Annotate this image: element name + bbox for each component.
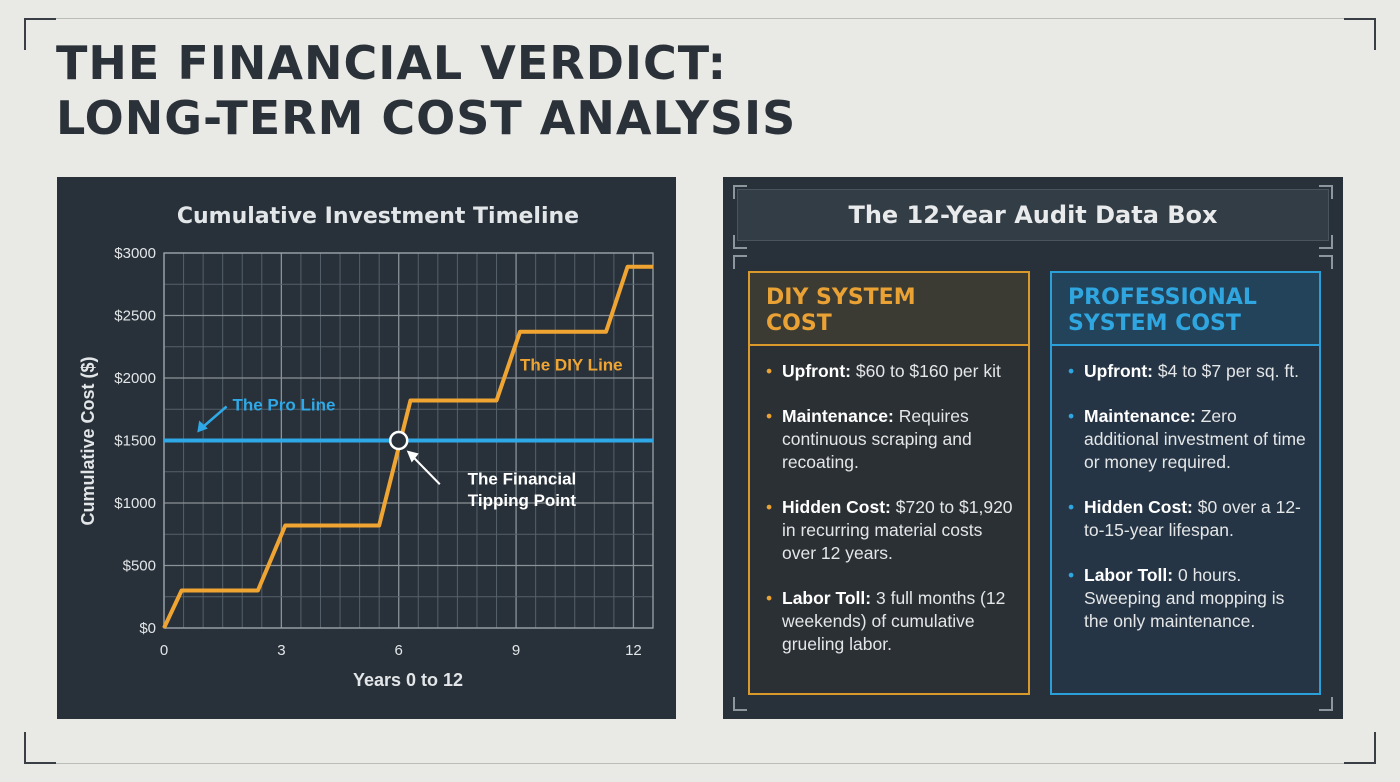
audit-panel: The 12-Year Audit Data Box DIY SYSTEM CO… — [723, 177, 1343, 719]
cost-chart: Cumulative Investment Timeline $0 $500 $10… — [78, 204, 654, 690]
pro-card-title-line-1: PROFESSIONAL — [1068, 285, 1257, 310]
audit-bracket-lower-bl — [733, 697, 747, 711]
pro-card-title-line-2: SYSTEM COST — [1068, 311, 1241, 336]
list-item: • Labor Toll: 0 hours. Sweeping and moppi… — [1068, 564, 1309, 633]
list-item: • Maintenance: Zero additional investment… — [1068, 405, 1309, 474]
list-item: • Labor Toll: 3 full months (12 weekends)… — [766, 587, 1018, 656]
y-axis-label: Cumulative Cost ($) — [78, 356, 98, 525]
y-tick-label: $1000 — [114, 495, 156, 512]
bullet-icon: • — [766, 588, 773, 608]
page-title: THE FINANCIAL VERDICT: LONG-TERM COST AN… — [56, 36, 796, 146]
list-item: • Hidden Cost: $0 over a 12-to-15-year li… — [1068, 496, 1309, 542]
bullet-icon: • — [1068, 361, 1075, 381]
audit-bracket-bl — [733, 235, 747, 249]
audit-header: The 12-Year Audit Data Box — [737, 189, 1329, 241]
tipping-point-marker — [388, 430, 409, 451]
diy-cost-card: DIY SYSTEM COST • Upfront: $60 to $160 pe… — [748, 271, 1030, 695]
item-label: Hidden Cost: — [1084, 497, 1193, 517]
page-title-line-2: LONG-TERM COST ANALYSIS — [56, 91, 797, 145]
y-tick-label: $3000 — [114, 245, 156, 262]
audit-bracket-lower-br — [1319, 697, 1333, 711]
item-text: $4 to $7 per sq. ft. — [1157, 361, 1299, 381]
x-tick-label: 9 — [512, 642, 520, 659]
item-label: Hidden Cost: — [782, 497, 891, 517]
bullet-icon: • — [1068, 497, 1075, 517]
diy-cost-list: • Upfront: $60 to $160 per kit • Maintenan… — [750, 346, 1028, 656]
diy-card-title: DIY SYSTEM COST — [750, 273, 1028, 346]
audit-bracket-tr — [1319, 185, 1333, 199]
item-label: Labor Toll: — [782, 588, 872, 608]
item-label: Upfront: — [1084, 361, 1154, 381]
x-tick-label: 3 — [277, 642, 285, 659]
item-text: 0 hours. Sweeping and mopping is the onl… — [1084, 565, 1285, 631]
frame-line-bottom — [54, 763, 1346, 764]
chart-annotations: The Pro Line The DIY Line The Financial Tip… — [197, 356, 623, 510]
x-tick-label: 6 — [395, 642, 403, 659]
pro-line-label: The Pro Line — [232, 396, 335, 415]
item-text: $60 to $160 per kit — [855, 361, 1001, 381]
chart-title: Cumulative Investment Timeline — [177, 204, 579, 229]
y-tick-label: $0 — [139, 620, 156, 637]
bullet-icon: • — [1068, 406, 1075, 426]
diy-card-title-line-1: DIY SYSTEM — [766, 285, 916, 310]
pro-cost-card: PROFESSIONAL SYSTEM COST • Upfront: $4 to… — [1050, 271, 1321, 695]
y-tick-label: $1500 — [114, 433, 156, 450]
x-axis-ticks: 0 3 6 9 12 — [160, 642, 642, 659]
chart-series — [162, 264, 653, 629]
item-label: Labor Toll: — [1084, 565, 1174, 585]
diy-line — [162, 264, 653, 629]
list-item: • Upfront: $60 to $160 per kit — [766, 360, 1018, 383]
pro-card-title: PROFESSIONAL SYSTEM COST — [1052, 273, 1319, 346]
item-text: $0 over a 12-to-15-year lifespan. — [1084, 497, 1301, 540]
pro-arrow-shaft — [200, 405, 228, 430]
x-tick-label: 0 — [160, 642, 168, 659]
bullet-icon: • — [1068, 565, 1075, 585]
audit-bracket-lower-tr — [1319, 255, 1333, 269]
chart-panel: Cumulative Investment Timeline $0 $500 $10… — [57, 177, 676, 719]
list-item: • Upfront: $4 to $7 per sq. ft. — [1068, 360, 1309, 383]
item-text: Requires continuous scraping and recoati… — [782, 406, 972, 472]
y-tick-label: $2500 — [114, 308, 156, 325]
x-tick-label: 12 — [625, 642, 642, 659]
list-item: • Hidden Cost: $720 to $1,920 in recurrin… — [766, 496, 1018, 565]
y-tick-label: $2000 — [114, 370, 156, 387]
item-label: Upfront: — [782, 361, 852, 381]
bullet-icon: • — [766, 361, 773, 381]
diy-card-title-line-2: COST — [766, 311, 832, 336]
list-item: • Maintenance: Requires continuous scrapi… — [766, 405, 1018, 474]
y-axis-ticks: $0 $500 $1000 $1500 $2000 $2500 $3000 — [114, 245, 156, 637]
tipping-point-label-line-2: Tipping Point — [468, 491, 577, 510]
frame-corner-top-left — [24, 18, 56, 50]
item-text: Zero additional investment of time or mo… — [1084, 406, 1306, 472]
frame-corner-bottom-left — [24, 732, 56, 764]
item-text: $720 to $1,920 in recurring material cos… — [782, 497, 1013, 563]
frame-corner-top-right — [1344, 18, 1376, 50]
item-text: 3 full months (12 weekends) of cumulativ… — [782, 588, 1006, 654]
audit-bracket-br — [1319, 235, 1333, 249]
frame-corner-bottom-right — [1344, 732, 1376, 764]
y-tick-label: $500 — [123, 558, 156, 575]
audit-bracket-lower-tl — [733, 255, 747, 269]
pro-arrow-icon — [197, 420, 208, 433]
bullet-icon: • — [766, 497, 773, 517]
x-axis-label: Years 0 to 12 — [353, 670, 463, 690]
diy-line-label: The DIY Line — [520, 356, 623, 375]
audit-bracket-tl — [733, 185, 747, 199]
bullet-icon: • — [766, 406, 773, 426]
tipping-point-label-line-1: The Financial — [468, 469, 577, 488]
frame-line-top — [54, 18, 1346, 19]
item-label: Maintenance: — [1084, 406, 1196, 426]
tipping-arrow-icon — [406, 450, 419, 463]
page-title-line-1: THE FINANCIAL VERDICT: — [56, 36, 728, 90]
pro-cost-list: • Upfront: $4 to $7 per sq. ft. • Maintena… — [1052, 346, 1319, 633]
item-label: Maintenance: — [782, 406, 894, 426]
tipping-arrow-shaft — [410, 453, 441, 485]
